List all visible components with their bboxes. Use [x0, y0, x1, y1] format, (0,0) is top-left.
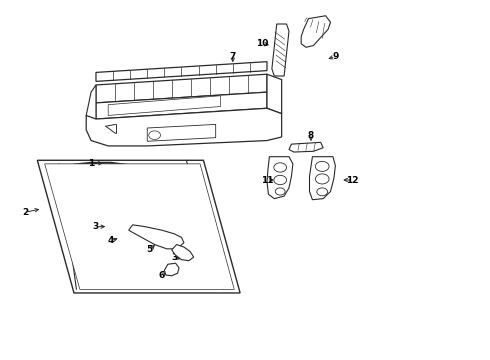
Text: 1: 1 — [88, 159, 94, 168]
Polygon shape — [45, 164, 234, 289]
Text: 10: 10 — [256, 39, 269, 48]
Text: 6: 6 — [159, 270, 165, 279]
Polygon shape — [96, 74, 267, 103]
Polygon shape — [172, 244, 194, 261]
Polygon shape — [289, 142, 323, 152]
Text: 9: 9 — [332, 52, 339, 61]
Text: 8: 8 — [308, 131, 314, 140]
Text: 3: 3 — [93, 222, 99, 231]
Text: 4: 4 — [107, 237, 114, 246]
Polygon shape — [96, 62, 267, 81]
Polygon shape — [86, 85, 96, 123]
Polygon shape — [86, 108, 282, 146]
Polygon shape — [301, 16, 331, 47]
Polygon shape — [108, 96, 220, 116]
Polygon shape — [164, 263, 179, 276]
Polygon shape — [267, 157, 293, 199]
Polygon shape — [37, 160, 240, 293]
Text: 7: 7 — [230, 52, 236, 61]
Polygon shape — [147, 125, 216, 141]
Polygon shape — [310, 157, 335, 200]
Polygon shape — [272, 24, 289, 76]
Text: 3: 3 — [171, 253, 177, 262]
Polygon shape — [96, 92, 267, 119]
Polygon shape — [267, 74, 282, 114]
Text: 11: 11 — [261, 176, 273, 185]
Text: 5: 5 — [147, 246, 153, 255]
Text: 2: 2 — [22, 208, 28, 217]
Text: 12: 12 — [346, 176, 359, 185]
Polygon shape — [129, 225, 184, 249]
